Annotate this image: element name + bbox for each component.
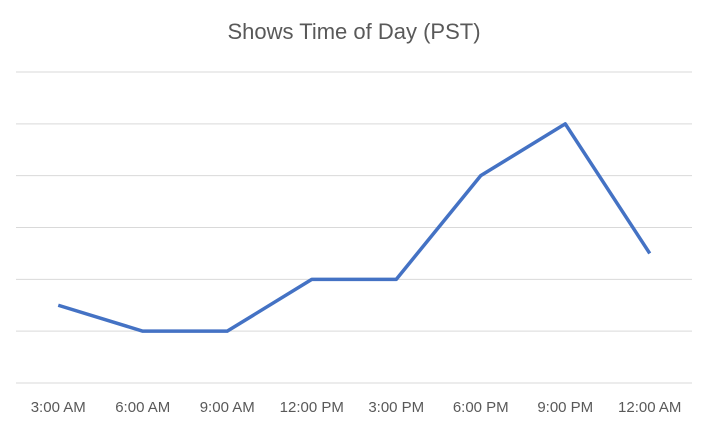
x-tick-label: 9:00 PM [537,399,593,416]
x-tick-label: 9:00 AM [200,399,255,416]
x-tick-label: 12:00 PM [280,399,344,416]
x-tick-label: 6:00 PM [453,399,509,416]
x-tick-label: 3:00 PM [368,399,424,416]
x-tick-label: 3:00 AM [31,399,86,416]
x-tick-label: 12:00 AM [618,399,681,416]
x-tick-label: 6:00 AM [115,399,170,416]
chart-title: Shows Time of Day (PST) [227,19,480,44]
data-line [57,122,652,333]
